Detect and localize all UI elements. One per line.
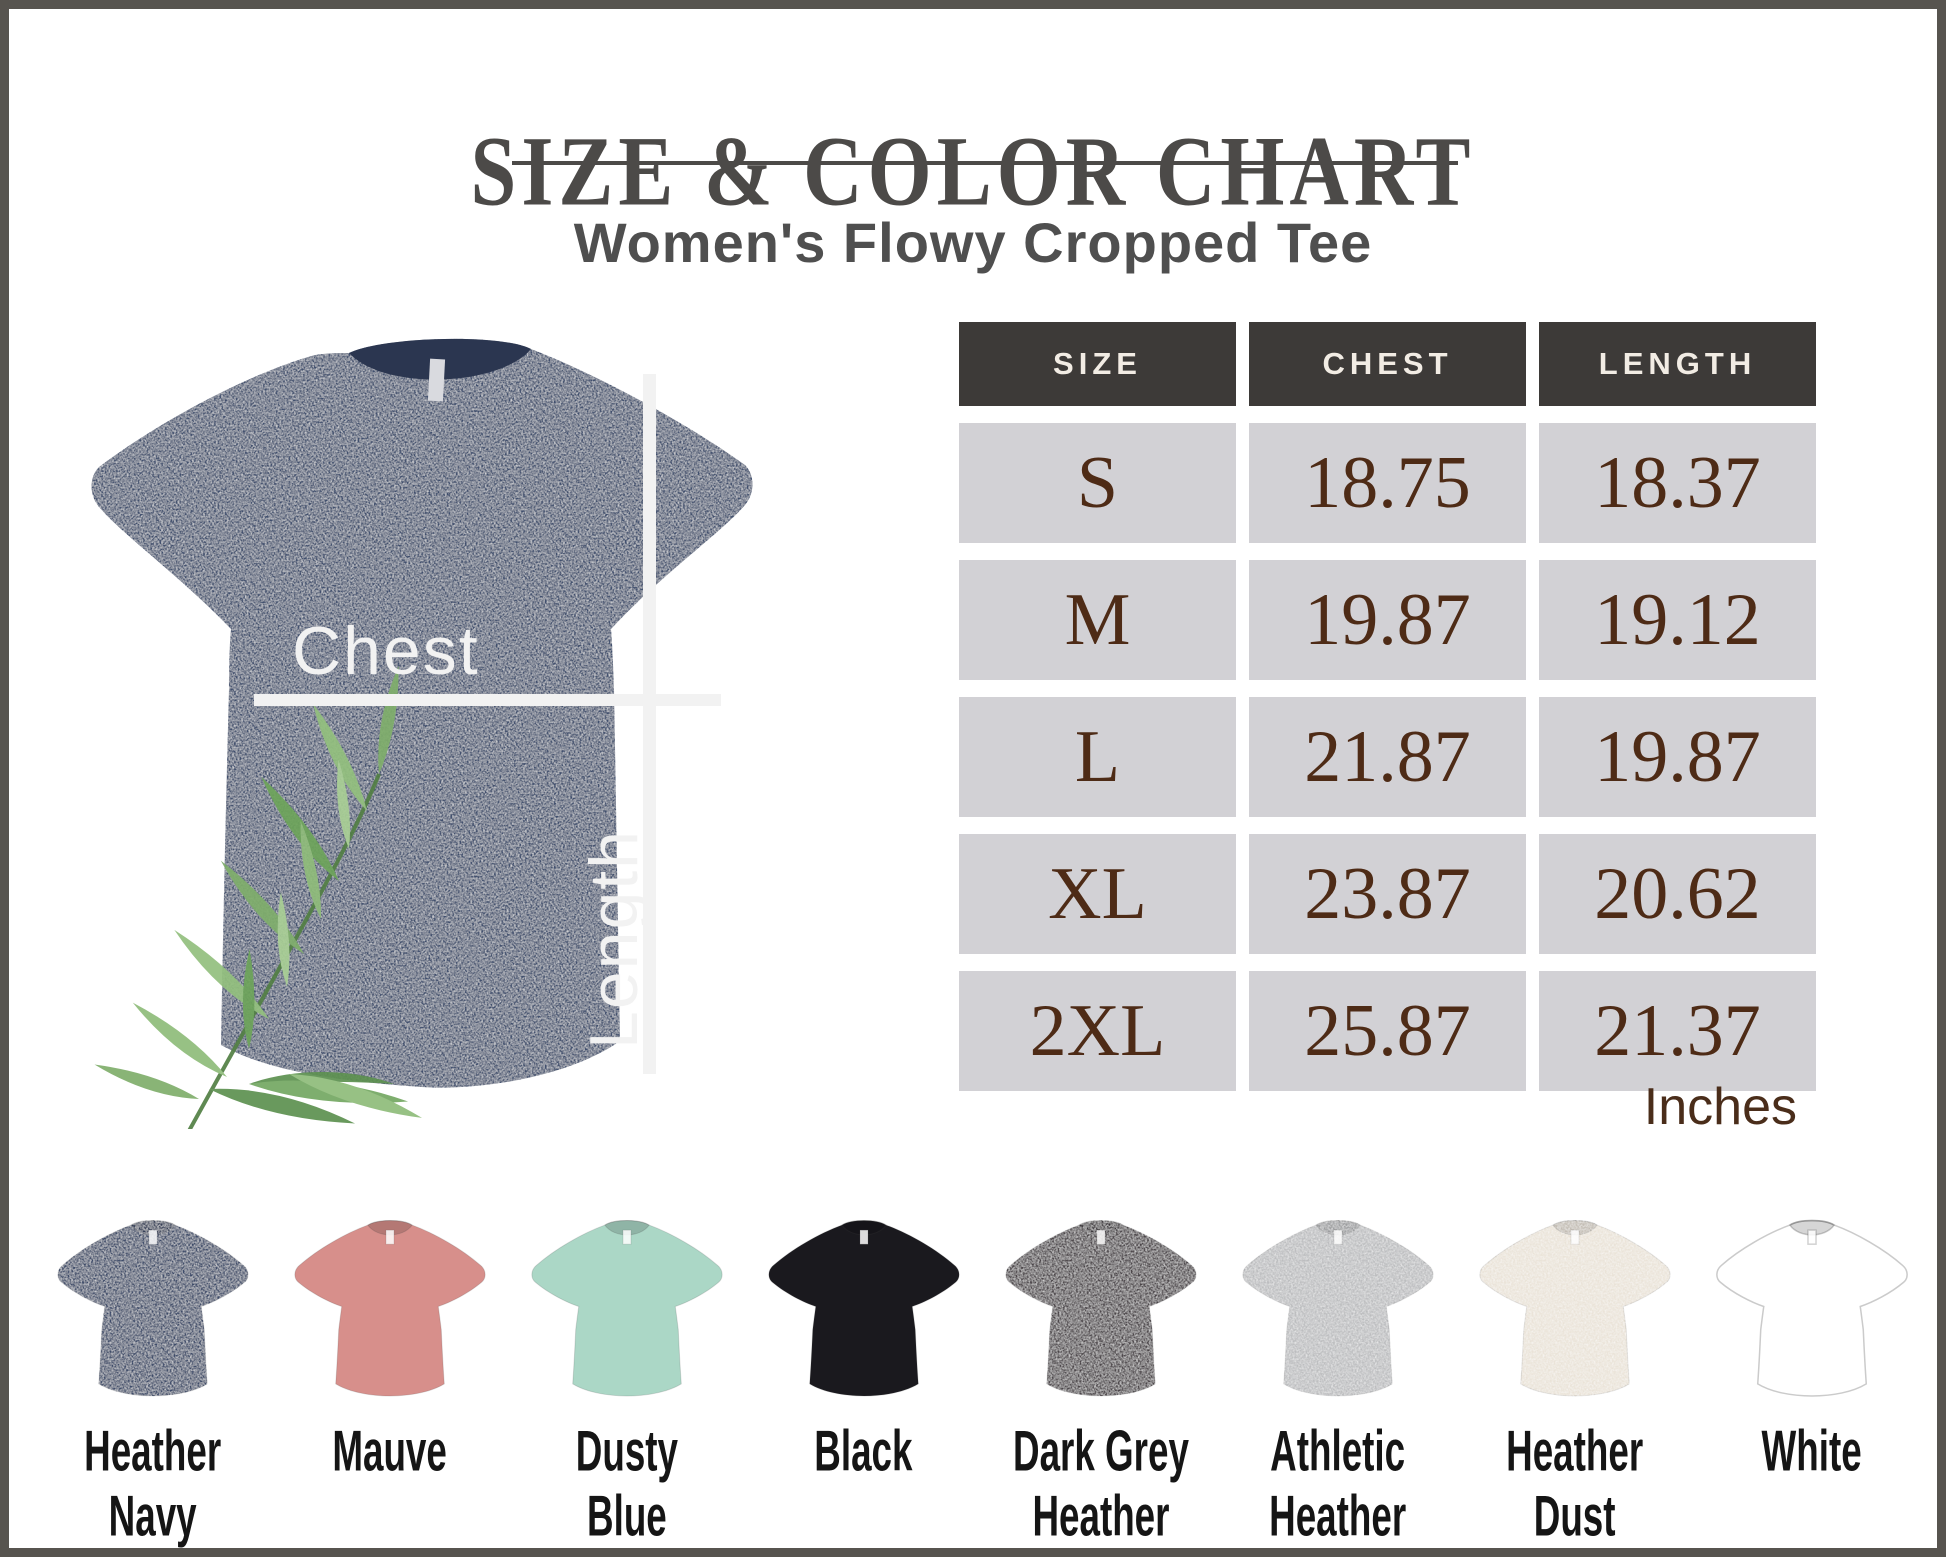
- length-cell-2xl: 21.37: [1539, 971, 1816, 1091]
- swatch-label: Black: [814, 1417, 913, 1483]
- page-subtitle: Women's Flowy Cropped Tee: [573, 211, 1373, 275]
- color-swatch-dark-grey-heather: Dark Grey Heather: [982, 1209, 1219, 1547]
- tee-icon: [530, 1220, 723, 1397]
- page-title: SIZE & COLOR CHART: [470, 116, 1476, 227]
- swatch-label: Heather Navy: [83, 1417, 222, 1548]
- tee-icon: [1004, 1220, 1197, 1397]
- chest-cell-m: 19.87: [1249, 560, 1526, 680]
- tee-icon: [767, 1220, 960, 1397]
- color-swatch-white: White: [1693, 1209, 1930, 1522]
- color-swatches: Heather Navy Mauve Dusty Blue Black: [34, 1209, 1930, 1547]
- chest-measure-line: [254, 694, 721, 706]
- size-cell-l: L: [959, 697, 1236, 817]
- chest-cell-s: 18.75: [1249, 423, 1526, 543]
- swatch-label: Dark Grey Heather: [1012, 1417, 1189, 1548]
- length-cell-s: 18.37: [1539, 423, 1816, 543]
- neck-tag: [427, 358, 446, 402]
- measurement-diagram: Chest Length: [49, 329, 769, 1129]
- length-cell-l: 19.87: [1539, 697, 1816, 817]
- length-cell-m: 19.12: [1539, 560, 1816, 680]
- chest-column-header: CHEST: [1249, 322, 1526, 406]
- color-swatch-heather-dust: Heather Dust: [1456, 1209, 1693, 1547]
- chest-label: Chest: [292, 613, 480, 689]
- tee-icon: [1715, 1219, 1908, 1397]
- length-measure-line: [643, 374, 656, 1074]
- swatch-label: Athletic Heather: [1268, 1417, 1407, 1548]
- greenery-illustration: [92, 664, 425, 1129]
- color-swatch-black: Black: [745, 1209, 982, 1522]
- size-cell-m: M: [959, 560, 1236, 680]
- color-swatch-dusty-blue: Dusty Blue: [508, 1209, 745, 1547]
- swatch-label: Heather Dust: [1505, 1417, 1644, 1548]
- color-swatch-mauve: Mauve: [271, 1209, 508, 1522]
- chest-cell-xl: 23.87: [1249, 834, 1526, 954]
- color-swatch-athletic-heather: Athletic Heather: [1219, 1209, 1456, 1547]
- size-cell-2xl: 2XL: [959, 971, 1236, 1091]
- size-cell-s: S: [959, 423, 1236, 543]
- length-label: Length: [576, 829, 652, 1049]
- tee-measurement-illustration: Chest Length: [91, 338, 753, 1129]
- color-swatch-heather-navy: Heather Navy: [34, 1209, 271, 1547]
- swatch-label: Mauve: [332, 1417, 447, 1483]
- swatch-label: Dusty Blue: [575, 1417, 678, 1548]
- tee-icon: [1478, 1220, 1671, 1397]
- chest-cell-l: 21.87: [1249, 697, 1526, 817]
- tee-icon: [56, 1220, 249, 1397]
- size-column-header: SIZE: [959, 322, 1236, 406]
- chest-cell-2xl: 25.87: [1249, 971, 1526, 1091]
- length-column-header: LENGTH: [1539, 322, 1816, 406]
- tee-icon: [293, 1220, 486, 1397]
- units-label: Inches: [1643, 1078, 1797, 1136]
- tee-icon: [1241, 1220, 1434, 1397]
- swatch-label: White: [1761, 1417, 1862, 1483]
- size-table: SIZE CHEST LENGTH S 18.75 18.37 M 19.87 …: [959, 322, 1816, 1091]
- size-cell-xl: XL: [959, 834, 1236, 954]
- length-cell-xl: 20.62: [1539, 834, 1816, 954]
- title-underline: [512, 161, 1458, 165]
